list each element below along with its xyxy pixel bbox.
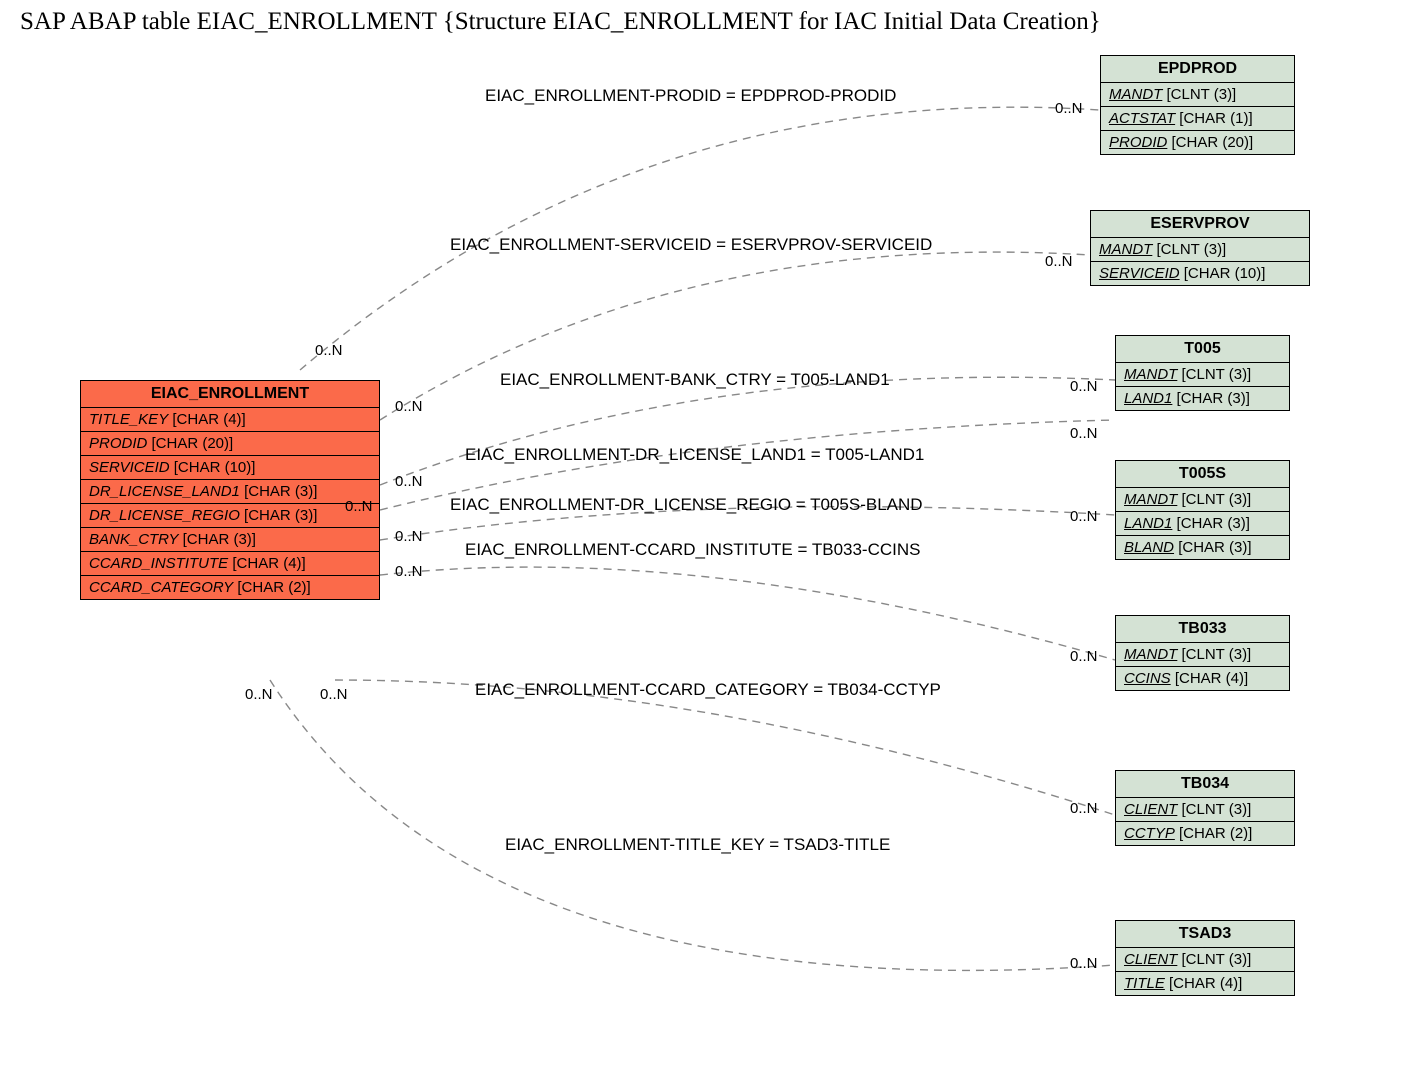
entity-field: TITLE [CHAR (4)]: [1116, 972, 1294, 995]
entity-field: MANDT [CLNT (3)]: [1116, 363, 1289, 387]
cardinality-from: 0..N: [320, 686, 348, 703]
entity-field: PRODID [CHAR (20)]: [81, 432, 379, 456]
entity-field: ACTSTAT [CHAR (1)]: [1101, 107, 1294, 131]
entity-t005: T005MANDT [CLNT (3)]LAND1 [CHAR (3)]: [1115, 335, 1290, 411]
entity-field: DR_LICENSE_LAND1 [CHAR (3)]: [81, 480, 379, 504]
entity-epdprod: EPDPRODMANDT [CLNT (3)]ACTSTAT [CHAR (1)…: [1100, 55, 1295, 155]
entity-header: TB034: [1116, 771, 1294, 798]
entity-header: TB033: [1116, 616, 1289, 643]
entity-field: BANK_CTRY [CHAR (3)]: [81, 528, 379, 552]
entity-field: SERVICEID [CHAR (10)]: [1091, 262, 1309, 285]
relationship-label: EIAC_ENROLLMENT-SERVICEID = ESERVPROV-SE…: [450, 235, 932, 255]
entity-field: MANDT [CLNT (3)]: [1116, 643, 1289, 667]
relationship-label: EIAC_ENROLLMENT-TITLE_KEY = TSAD3-TITLE: [505, 835, 890, 855]
entity-field: LAND1 [CHAR (3)]: [1116, 387, 1289, 410]
entity-field: LAND1 [CHAR (3)]: [1116, 512, 1289, 536]
diagram-title: SAP ABAP table EIAC_ENROLLMENT {Structur…: [20, 8, 1101, 36]
entity-tsad3: TSAD3CLIENT [CLNT (3)]TITLE [CHAR (4)]: [1115, 920, 1295, 996]
cardinality-from: 0..N: [395, 398, 423, 415]
entity-field: CCINS [CHAR (4)]: [1116, 667, 1289, 690]
cardinality-from: 0..N: [395, 473, 423, 490]
entity-field: PRODID [CHAR (20)]: [1101, 131, 1294, 154]
entity-field: CCTYP [CHAR (2)]: [1116, 822, 1294, 845]
entity-header: T005: [1116, 336, 1289, 363]
entity-field: MANDT [CLNT (3)]: [1101, 83, 1294, 107]
entity-header: EPDPROD: [1101, 56, 1294, 83]
entity-header: T005S: [1116, 461, 1289, 488]
cardinality-to: 0..N: [1070, 800, 1098, 817]
cardinality-to: 0..N: [1045, 253, 1073, 270]
entity-t005s: T005SMANDT [CLNT (3)]LAND1 [CHAR (3)]BLA…: [1115, 460, 1290, 560]
cardinality-to: 0..N: [1070, 508, 1098, 525]
entity-field: CCARD_INSTITUTE [CHAR (4)]: [81, 552, 379, 576]
entity-field: DR_LICENSE_REGIO [CHAR (3)]: [81, 504, 379, 528]
entity-field: BLAND [CHAR (3)]: [1116, 536, 1289, 559]
relationship-label: EIAC_ENROLLMENT-PRODID = EPDPROD-PRODID: [485, 86, 896, 106]
cardinality-from: 0..N: [315, 342, 343, 359]
cardinality-to: 0..N: [1070, 955, 1098, 972]
cardinality-from: 0..N: [245, 686, 273, 703]
cardinality-to: 0..N: [1070, 425, 1098, 442]
entity-field: CCARD_CATEGORY [CHAR (2)]: [81, 576, 379, 599]
entity-eiac_enrollment: EIAC_ENROLLMENTTITLE_KEY [CHAR (4)]PRODI…: [80, 380, 380, 600]
entity-field: CLIENT [CLNT (3)]: [1116, 948, 1294, 972]
entity-field: SERVICEID [CHAR (10)]: [81, 456, 379, 480]
entity-tb034: TB034CLIENT [CLNT (3)]CCTYP [CHAR (2)]: [1115, 770, 1295, 846]
entity-field: MANDT [CLNT (3)]: [1116, 488, 1289, 512]
entity-header: ESERVPROV: [1091, 211, 1309, 238]
cardinality-to: 0..N: [1070, 648, 1098, 665]
relationship-label: EIAC_ENROLLMENT-DR_LICENSE_REGIO = T005S…: [450, 495, 923, 515]
entity-field: TITLE_KEY [CHAR (4)]: [81, 408, 379, 432]
entity-tb033: TB033MANDT [CLNT (3)]CCINS [CHAR (4)]: [1115, 615, 1290, 691]
entity-eservprov: ESERVPROVMANDT [CLNT (3)]SERVICEID [CHAR…: [1090, 210, 1310, 286]
relationship-label: EIAC_ENROLLMENT-CCARD_CATEGORY = TB034-C…: [475, 680, 941, 700]
cardinality-to: 0..N: [1070, 378, 1098, 395]
entity-header: TSAD3: [1116, 921, 1294, 948]
relationship-label: EIAC_ENROLLMENT-DR_LICENSE_LAND1 = T005-…: [465, 445, 924, 465]
entity-field: CLIENT [CLNT (3)]: [1116, 798, 1294, 822]
cardinality-to: 0..N: [1055, 100, 1083, 117]
entity-field: MANDT [CLNT (3)]: [1091, 238, 1309, 262]
cardinality-from: 0..N: [395, 528, 423, 545]
relationship-label: EIAC_ENROLLMENT-BANK_CTRY = T005-LAND1: [500, 370, 890, 390]
relationship-label: EIAC_ENROLLMENT-CCARD_INSTITUTE = TB033-…: [465, 540, 920, 560]
entity-header: EIAC_ENROLLMENT: [81, 381, 379, 408]
cardinality-from: 0..N: [395, 563, 423, 580]
cardinality-from: 0..N: [345, 498, 373, 515]
